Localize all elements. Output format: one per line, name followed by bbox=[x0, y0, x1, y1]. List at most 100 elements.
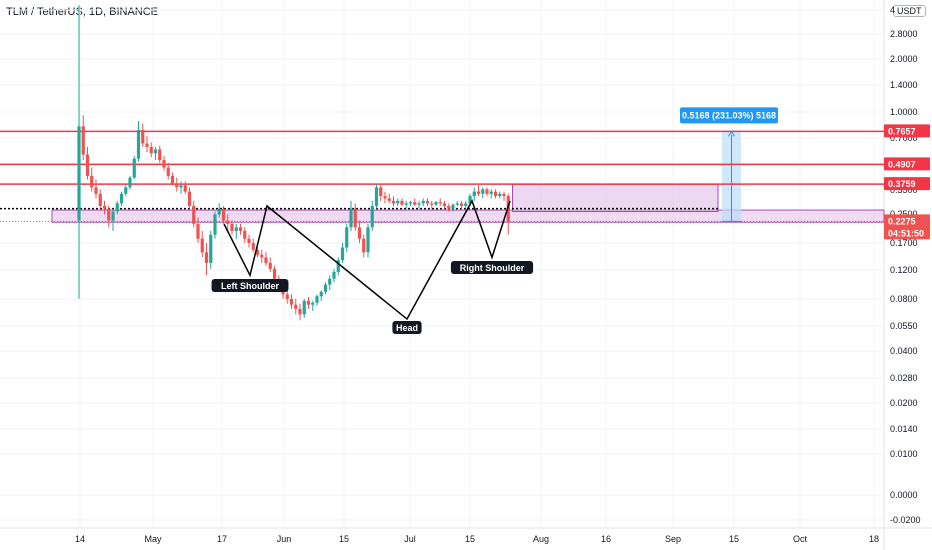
candle-down bbox=[158, 149, 162, 161]
candle-up bbox=[421, 200, 425, 204]
candle-up bbox=[153, 149, 158, 154]
candle-up bbox=[374, 187, 379, 206]
price-axis-label: 0.0400 bbox=[890, 346, 918, 356]
price-axis-label: 0.0140 bbox=[890, 424, 918, 434]
candle-down bbox=[391, 200, 396, 204]
candle-down bbox=[200, 238, 204, 253]
candle-down bbox=[298, 308, 302, 315]
candle-up bbox=[302, 300, 306, 315]
price-tag-box bbox=[884, 226, 930, 240]
price-tag-box bbox=[884, 157, 930, 171]
time-axis-label: Jul bbox=[404, 534, 416, 544]
candle-down bbox=[255, 249, 260, 255]
candle-down bbox=[438, 202, 442, 204]
candle-up bbox=[328, 278, 332, 285]
pattern-label: Right Shoulder bbox=[460, 263, 525, 273]
pattern-zigzag bbox=[223, 199, 511, 321]
price-axis-label: 0.1700 bbox=[890, 238, 918, 248]
candle-up bbox=[323, 284, 328, 292]
horizontal-levels bbox=[0, 130, 884, 222]
candle-up bbox=[332, 271, 336, 279]
pattern-label: Left Shoulder bbox=[221, 281, 279, 291]
pattern-label-box bbox=[392, 321, 422, 334]
projection-label-box bbox=[680, 107, 778, 124]
price-axis-label: 2.8000 bbox=[890, 29, 918, 39]
candle-down bbox=[459, 203, 464, 206]
head-and-shoulders-pattern: Left Shoulder Head Right Shoulder bbox=[211, 199, 534, 334]
candle-down bbox=[238, 227, 243, 231]
candle-down bbox=[81, 126, 85, 155]
currency-unit-badge[interactable]: USDT bbox=[893, 5, 926, 17]
price-tag: 04:51:50 bbox=[888, 228, 924, 238]
time-axis-label: Aug bbox=[533, 534, 549, 544]
price-axis-label: 0.7000 bbox=[890, 133, 918, 143]
candle-down bbox=[230, 223, 234, 231]
candle-down bbox=[98, 193, 102, 206]
candle-down bbox=[107, 208, 111, 221]
time-axis-label: Sep bbox=[665, 534, 681, 544]
candle-down bbox=[268, 262, 272, 269]
time-axis-label: Jun bbox=[277, 534, 292, 544]
candle-down bbox=[251, 243, 255, 250]
candle-down bbox=[353, 208, 357, 228]
price-tag: 0.3759 bbox=[888, 179, 916, 189]
candle-up bbox=[472, 191, 476, 197]
price-axis-label: 2.0000 bbox=[890, 54, 918, 64]
candle-down bbox=[289, 298, 294, 305]
candle-down bbox=[192, 205, 196, 224]
candle-down bbox=[413, 202, 417, 205]
candle-up bbox=[234, 227, 238, 231]
candle-down bbox=[85, 154, 90, 176]
candle-up bbox=[464, 203, 468, 206]
price-axis-label: 0.0800 bbox=[890, 294, 918, 304]
price-axis-label: 0.0280 bbox=[890, 373, 918, 383]
candle-down bbox=[226, 220, 230, 224]
pattern-label: Head bbox=[396, 323, 418, 333]
candle-down bbox=[162, 160, 166, 168]
candle-down bbox=[149, 147, 153, 154]
candle-down bbox=[196, 223, 200, 239]
candle-down bbox=[357, 227, 362, 239]
candle-up bbox=[404, 203, 408, 205]
price-tag-box bbox=[884, 124, 930, 138]
time-axis-label: 17 bbox=[217, 534, 227, 544]
price-axis-label: 0.0000 bbox=[890, 490, 918, 500]
candle-up bbox=[136, 129, 141, 159]
candle-up bbox=[124, 187, 128, 194]
time-axis-label: 15 bbox=[729, 534, 739, 544]
candle-up bbox=[468, 196, 472, 204]
candle-up bbox=[132, 158, 136, 178]
candle-up bbox=[111, 211, 115, 221]
candle-down bbox=[425, 200, 430, 204]
candle-up bbox=[77, 126, 81, 221]
candle-down bbox=[264, 257, 268, 263]
time-axis-label: 16 bbox=[601, 534, 611, 544]
candle-down bbox=[306, 300, 311, 305]
price-axis-label: -0.0200 bbox=[890, 515, 921, 525]
candle-up bbox=[311, 302, 315, 305]
candle-down bbox=[442, 203, 447, 206]
time-axis-label: 18 bbox=[869, 534, 879, 544]
candle-down bbox=[243, 230, 247, 239]
time-axis-label: May bbox=[144, 534, 162, 544]
candle-up bbox=[213, 214, 217, 235]
support-zone bbox=[51, 209, 885, 223]
time-axis-label: 15 bbox=[339, 534, 349, 544]
candle-down bbox=[400, 200, 404, 205]
candle-down bbox=[166, 167, 170, 176]
candle-down bbox=[94, 187, 98, 194]
price-tag-box bbox=[884, 177, 930, 191]
candle-up bbox=[336, 260, 340, 272]
candle-down bbox=[204, 252, 209, 263]
price-axis-label: 0.0550 bbox=[890, 321, 918, 331]
time-axis: 14 May 17 Jun 15 Jul 15 Aug 16 Sep 15 Oct 18 bbox=[75, 534, 879, 544]
candle-down bbox=[102, 205, 107, 209]
candle-down bbox=[187, 191, 192, 206]
candle-down bbox=[387, 198, 391, 201]
candle-up bbox=[481, 189, 485, 194]
candle-down bbox=[90, 175, 94, 188]
candle-down bbox=[476, 191, 481, 194]
candle-down bbox=[447, 205, 451, 209]
